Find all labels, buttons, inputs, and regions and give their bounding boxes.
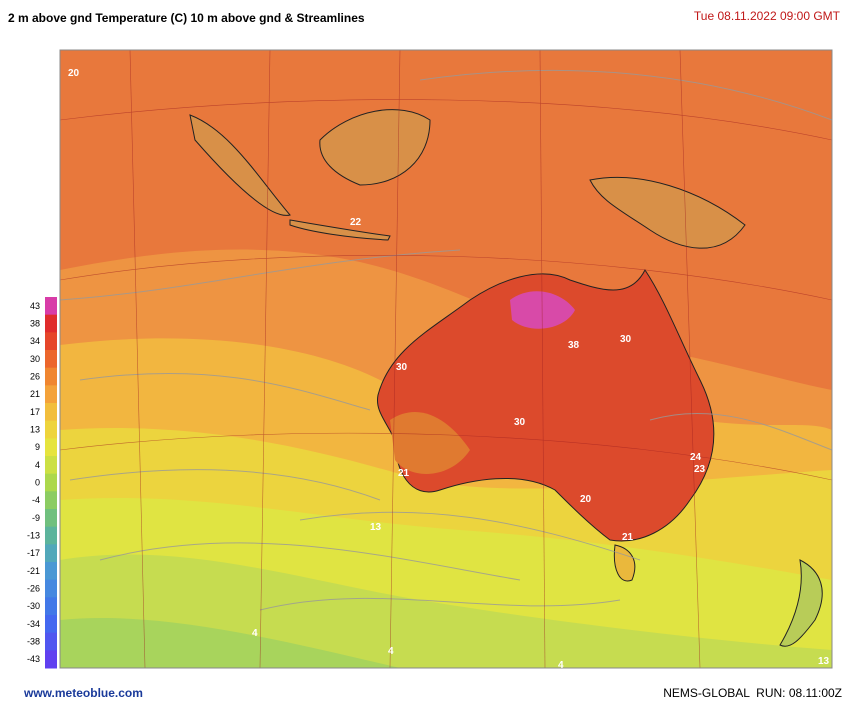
map: 20 38 30 30 30 22 21 24 23 20 21 13 4 4 …	[59, 49, 833, 671]
west-coast-area	[390, 411, 470, 474]
legend-swatch	[45, 332, 57, 351]
legend-label: -43	[27, 654, 40, 664]
borneo	[319, 109, 431, 186]
contour-label: 21	[622, 532, 634, 543]
legend-swatch	[45, 473, 57, 492]
datetime: Tue 08.11.2022 09:00 GMT	[694, 9, 841, 23]
legend-swatch	[45, 456, 57, 475]
legend-label: -4	[32, 495, 40, 505]
legend-swatch	[45, 562, 57, 581]
legend-label: 34	[30, 336, 40, 346]
contour-label: 30	[620, 334, 632, 345]
legend-label: -17	[27, 548, 40, 558]
legend-swatch	[45, 650, 57, 669]
legend-label: -26	[27, 584, 40, 594]
legend-label: 21	[30, 389, 40, 399]
legend-swatch	[45, 544, 57, 563]
legend-swatch	[45, 526, 57, 545]
contour-label: 38	[568, 340, 580, 351]
legend-swatch	[45, 491, 57, 510]
contour-label: 20	[580, 494, 592, 505]
contour-label: 23	[694, 464, 706, 475]
legend-swatch	[45, 579, 57, 598]
contour-label: 24	[690, 452, 702, 463]
legend-swatch	[45, 438, 57, 457]
legend-label: 0	[35, 478, 40, 488]
new-zealand	[779, 559, 823, 647]
legend-swatch	[45, 297, 57, 316]
tasmania	[613, 544, 636, 582]
legend-label: -38	[27, 637, 40, 647]
map-frame	[59, 49, 833, 669]
band-colder	[60, 618, 400, 668]
legend-label: 38	[30, 319, 40, 329]
contour-label: 22	[350, 217, 362, 228]
contour-label: 4	[558, 660, 564, 671]
legend-label: 13	[30, 425, 40, 435]
legend-label: 26	[30, 372, 40, 382]
graticule	[60, 50, 832, 668]
new-guinea	[589, 177, 746, 249]
contour-label: 4	[388, 646, 394, 657]
legend-swatch	[45, 632, 57, 651]
hot-spot	[510, 291, 575, 329]
legend-swatch	[45, 420, 57, 439]
source-link[interactable]: www.meteoblue.com	[23, 686, 143, 700]
sumatra	[189, 114, 291, 216]
legend: 43 38 34 30 26 21 17 13 9 4 0 -4 -9 -13 -17 -21 -26 -30 -3…	[27, 297, 57, 669]
legend-swatch	[45, 597, 57, 616]
legend-label: 4	[35, 460, 40, 470]
legend-label: -9	[32, 513, 40, 523]
run-info: NEMS-GLOBAL RUN: 08.11:00Z	[663, 686, 842, 700]
legend-label: 17	[30, 407, 40, 417]
legend-label: -13	[27, 531, 40, 541]
legend-label: -30	[27, 601, 40, 611]
legend-swatch	[45, 615, 57, 634]
legend-label: 43	[30, 301, 40, 311]
contour-label: 13	[370, 522, 382, 533]
legend-swatch	[45, 509, 57, 528]
contour-label: 30	[514, 417, 526, 428]
contour-label: 21	[398, 468, 410, 479]
contour-label: 13	[818, 656, 830, 667]
contour-label: 30	[396, 362, 408, 373]
java	[289, 219, 391, 241]
legend-swatch	[45, 403, 57, 422]
contour-label: 4	[252, 628, 258, 639]
contour-label: 20	[68, 68, 80, 79]
legend-swatch	[45, 385, 57, 404]
legend-label: 30	[30, 354, 40, 364]
legend-swatch	[45, 350, 57, 369]
legend-label: -34	[27, 619, 40, 629]
legend-swatch	[45, 367, 57, 386]
legend-swatch	[45, 314, 57, 333]
australia	[376, 269, 715, 542]
legend-label: 9	[35, 442, 40, 452]
legend-label: -21	[27, 566, 40, 576]
title: 2 m above gnd Temperature (C) 10 m above…	[8, 11, 365, 25]
